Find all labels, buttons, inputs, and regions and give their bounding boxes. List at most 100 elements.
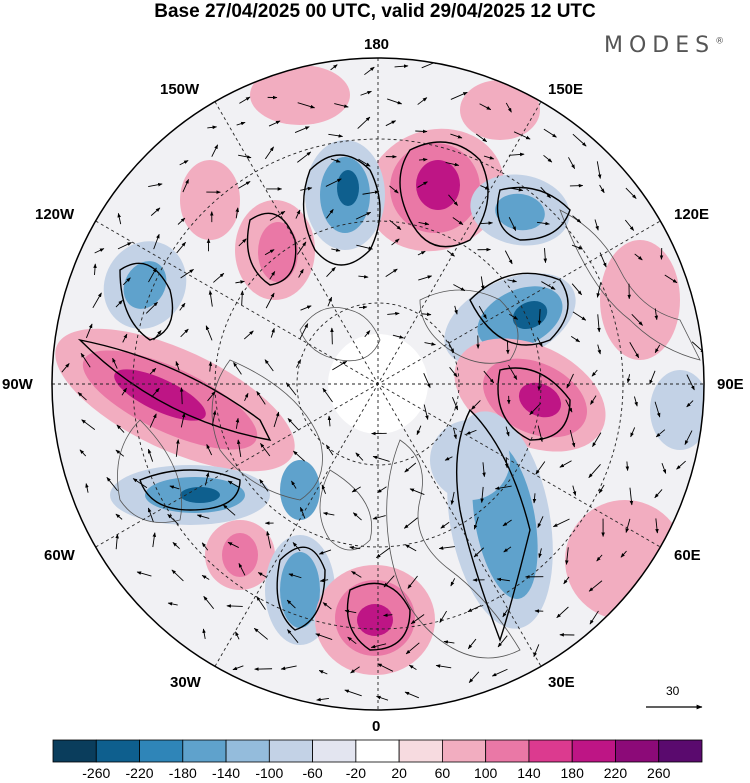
wind-arrow (654, 308, 659, 321)
anomaly-patch (180, 160, 240, 240)
wind-arrow (268, 120, 281, 127)
anomaly-patch (180, 487, 220, 503)
wind-arrow (423, 404, 429, 421)
wind-arrow (286, 382, 297, 396)
wind-arrow (322, 387, 333, 403)
wind-arrow (497, 635, 508, 648)
wind-arrow (322, 511, 335, 516)
wind-arrow (182, 179, 189, 193)
wind-arrow (536, 221, 550, 226)
colorbar-tick-label: 60 (434, 765, 451, 781)
anomaly-patch (518, 382, 562, 418)
wind-arrow (364, 330, 371, 338)
colorbar-bin (398, 739, 443, 763)
wind-arrow (350, 666, 360, 674)
wind-arrow (483, 370, 495, 384)
colorbar-bin (485, 739, 530, 763)
wind-arrow (569, 430, 576, 448)
colorbar-bin (139, 739, 184, 763)
wind-arrow (630, 427, 636, 438)
wind-arrow (543, 248, 548, 264)
wind-arrow (236, 439, 242, 457)
wind-arrow (592, 432, 602, 447)
wind-arrow (468, 671, 480, 683)
wind-arrow (150, 207, 161, 216)
wind-arrow (418, 157, 428, 162)
wind-arrow (631, 313, 643, 326)
wind-arrow (418, 275, 433, 281)
wind-arrow (208, 361, 213, 372)
wind-arrow (334, 103, 349, 108)
wind-arrow (435, 664, 452, 669)
lon-label-0: 0 (372, 718, 381, 735)
wind-arrow (686, 374, 695, 391)
wind-arrow (264, 359, 274, 372)
wind-arrow (563, 576, 570, 585)
wind-arrow (385, 120, 397, 127)
wind-arrow (321, 484, 327, 494)
wind-arrow (115, 533, 119, 550)
wind-arrow (443, 640, 455, 644)
wind-arrow (293, 450, 305, 462)
wind-arrow (502, 609, 508, 618)
wind-arrow (624, 219, 635, 231)
wind-arrow (389, 185, 399, 194)
colorbar-tick-label: -220 (125, 765, 154, 781)
wind-arrow (504, 250, 513, 265)
wind-arrow (152, 532, 157, 548)
wind-arrow (253, 627, 269, 640)
wind-arrow (208, 290, 213, 307)
wind-arrow (112, 357, 118, 369)
wind-arrow (180, 269, 194, 279)
wind-arrow (537, 309, 542, 326)
wind-arrow (202, 628, 206, 640)
wind-arrow (626, 374, 631, 384)
wind-arrow (543, 154, 553, 163)
wind-arrow (269, 211, 286, 221)
wind-arrow (417, 250, 426, 256)
wind-arrow (684, 430, 693, 445)
wind-arrow (467, 638, 477, 650)
wind-arrow (559, 460, 572, 468)
anomaly-patch (357, 604, 393, 636)
wind-arrow (358, 305, 368, 310)
wind-arrow (287, 418, 300, 431)
wind-arrow (372, 515, 386, 520)
wind-arrow (327, 296, 333, 307)
wind-arrow (299, 506, 306, 519)
wind-arrow (121, 387, 127, 396)
wind-arrow (330, 64, 338, 71)
wind-arrow (287, 629, 299, 643)
wind-scale-label: 30 (666, 684, 680, 698)
wind-arrow (235, 280, 245, 284)
wind-arrow (537, 373, 541, 391)
wind-arrow (370, 643, 387, 649)
wind-arrow (77, 392, 87, 401)
wind-arrow (513, 131, 531, 140)
anomaly-patch (460, 80, 540, 140)
wind-arrow (232, 665, 244, 671)
wind-arrow (347, 636, 357, 645)
wind-arrow (300, 305, 312, 311)
wind-arrow (377, 486, 387, 494)
colorbar-tick-label: 20 (391, 765, 407, 781)
wind-arrow (540, 186, 551, 199)
wind-arrow (450, 91, 468, 100)
wind-arrow (238, 562, 246, 576)
registered-mark: ® (715, 36, 725, 47)
wind-arrow (404, 462, 417, 473)
wind-arrow (372, 455, 390, 462)
wind-arrow (444, 456, 453, 461)
wind-arrow (93, 263, 97, 276)
colorbar-tick-label: -20 (345, 765, 366, 781)
wind-arrow (61, 363, 70, 373)
wind-arrow (92, 292, 102, 309)
wind-arrow (537, 516, 544, 528)
wind-arrow (226, 604, 243, 608)
colorbar-tick-label: -140 (212, 765, 241, 781)
wind-arrow (535, 461, 546, 475)
wind-arrow (409, 488, 425, 495)
wind-arrow (394, 64, 409, 68)
lon-label-180: 180 (364, 36, 390, 53)
wind-arrow (364, 66, 375, 76)
